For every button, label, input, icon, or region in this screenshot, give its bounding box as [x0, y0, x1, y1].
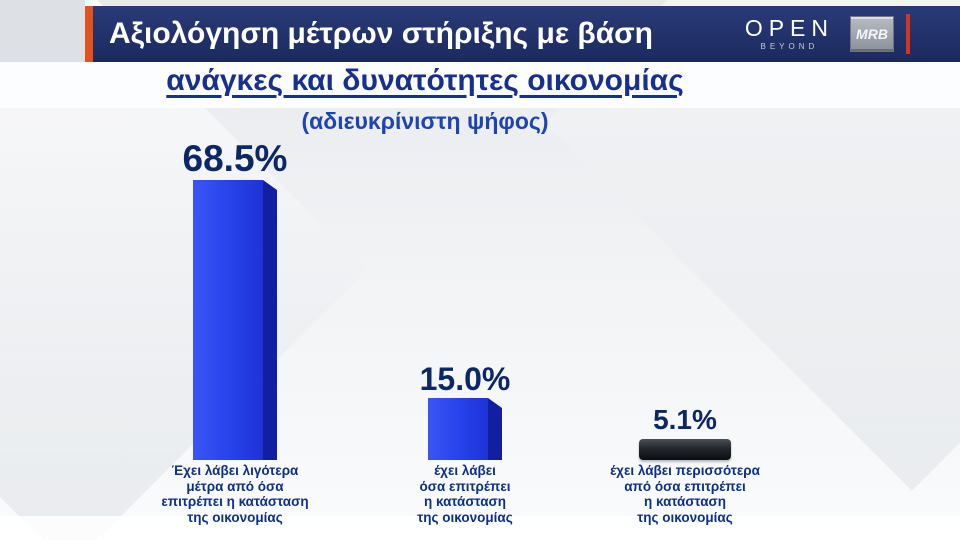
value-label-1: 68.5% — [182, 138, 288, 179]
bar-2 — [428, 398, 502, 460]
category-label-line: της οικονομίας — [637, 509, 733, 525]
category-label-line: έχει λάβει περισσότερα — [610, 463, 760, 478]
orange-accent-vertical — [85, 6, 93, 62]
value-label-2: 15.0% — [419, 361, 511, 397]
red-accent-line — [906, 14, 910, 54]
category-label-line: μέτρα από όσα — [186, 478, 284, 494]
open-logo-text: OPEN — [744, 15, 834, 41]
category-label-line: η κατάσταση — [424, 494, 506, 510]
bar-column-2: 15.0% — [350, 140, 580, 460]
category-label-line: όσα επιτρέπει — [419, 478, 511, 494]
header-left-block — [0, 0, 85, 62]
category-label-1: Έχει λάβει λιγότερα μέτρα από όσα επιτρέ… — [115, 463, 355, 526]
bar-1 — [193, 180, 277, 460]
category-label-line: της οικονομίας — [417, 509, 513, 525]
chart-subtitle: (αδιευκρίνιστη ψήφος) — [301, 108, 549, 134]
category-label-line: επιτρέπει η κατάσταση — [161, 494, 309, 510]
category-label-line: από όσα επιτρέπει — [624, 478, 746, 494]
open-channel-logo: OPEN BEYOND — [745, 17, 834, 51]
category-label-line: η κατάσταση — [644, 494, 726, 510]
category-label-3: έχει λάβει περισσότερα από όσα επιτρέπει… — [565, 463, 805, 526]
header-banner: Αξιολόγηση μέτρων στήριξης με βάση OPEN … — [93, 6, 960, 62]
mrb-pollster-logo: MRB — [850, 16, 894, 52]
category-label-2: έχει λάβει όσα επιτρέπει η κατάσταση της… — [350, 463, 580, 526]
value-label-3: 5.1% — [653, 404, 717, 435]
bar-column-3: 5.1% — [565, 140, 805, 460]
title-second-line-band — [0, 62, 960, 108]
bar-2-side — [488, 398, 502, 460]
bar-column-1: 68.5% — [115, 140, 355, 460]
chart-title-line1: Αξιολόγηση μέτρων στήριξης με βάση — [109, 17, 653, 50]
bar-1-face — [193, 180, 263, 460]
chart-title-line2: ανάγκες και δυνατότητες οικονομίας — [166, 64, 684, 97]
bar-3 — [639, 439, 731, 460]
category-label-line: έχει λάβει — [434, 463, 496, 478]
category-label-line: της οικονομίας — [187, 509, 283, 525]
logo-group: OPEN BEYOND MRB — [745, 14, 960, 54]
bar-1-side — [263, 180, 277, 460]
bar-2-face — [428, 398, 488, 460]
category-label-line: Έχει λάβει λιγότερα — [171, 463, 299, 478]
open-logo-tagline: BEYOND — [760, 42, 819, 51]
